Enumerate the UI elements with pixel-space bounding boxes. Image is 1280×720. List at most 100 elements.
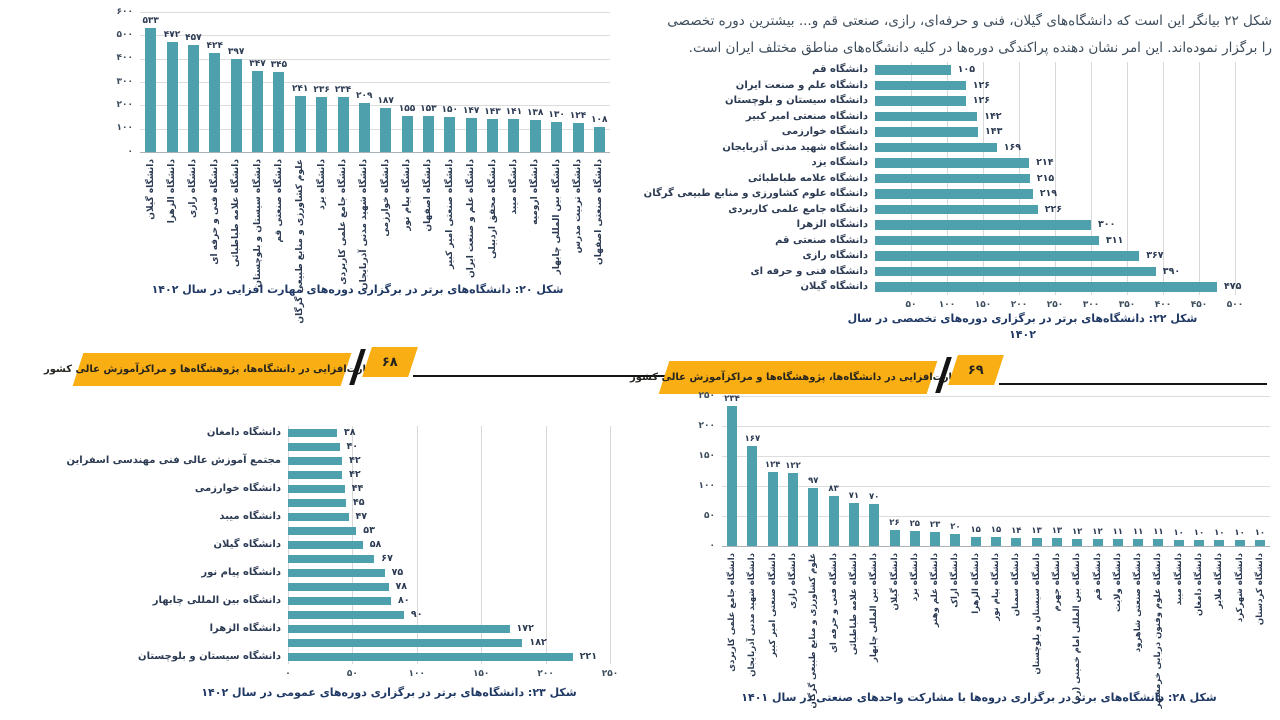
category-label: دانشگاه فنی و حرفه ای	[209, 159, 220, 265]
bar-value-label: ۲۳۴	[724, 393, 740, 404]
category-label: دانشگاه سیستان و بلوچستان	[1031, 553, 1042, 675]
bar	[1133, 539, 1144, 546]
grid-line	[722, 396, 1270, 397]
category-label: دانشگاه الزهرا	[796, 219, 868, 231]
bar	[848, 503, 859, 546]
category-label: دانشگاه شهید مدنی آذربایجان	[359, 159, 370, 291]
bar-value-label: ۱۴۳	[484, 106, 501, 117]
category-label: دانشگاه یزد	[316, 159, 327, 210]
category-label: دانشگاه الزهرا	[167, 159, 177, 224]
bar-value-label: ۹۰	[410, 609, 423, 620]
bar	[401, 115, 413, 152]
bar-value-label: ۲۳۶	[313, 84, 330, 95]
grid-line	[722, 516, 1270, 517]
category-label: دانشگاه جامع علمی کاربردی	[727, 553, 738, 672]
category-label: دانشگاه قم	[1092, 553, 1103, 601]
bar	[288, 625, 510, 633]
grid-line	[722, 456, 1270, 457]
bar-value-label: ۱۰	[1254, 528, 1266, 538]
category-label: دانشگاه قم	[812, 64, 868, 75]
bar-value-label: ۲۵	[909, 519, 920, 529]
bar	[889, 530, 900, 546]
bar	[875, 251, 1140, 261]
bar-value-label: ۱۱	[1153, 527, 1164, 538]
bar	[875, 80, 966, 90]
category-label: دانشگاه صنعتی اصفهان	[594, 159, 605, 265]
page-banner-right: مهارت‌افزایی در دانشگاه‌ها، پژوهشگاه‌ها …	[630, 352, 1278, 398]
bar	[875, 235, 1099, 246]
category-label: علوم کشاورزی و منابع طبیعی گرگان	[295, 159, 306, 324]
axis-tick-label: ۱۰۰	[698, 480, 715, 491]
bar	[930, 532, 941, 546]
bar-value-label: ۳۹۷	[227, 47, 245, 58]
bar-value-label: ۸۰	[398, 595, 410, 606]
axis-tick-label: ۵۰۰	[116, 29, 133, 40]
figure-caption-fig20: شکل ۲۰: دانشگاه‌های برتر در برگزاری دوره…	[151, 283, 564, 296]
axis-tick-label: ۱۰۰	[116, 123, 133, 134]
category-label: دانشگاه شهید مدنی آذربایجان	[747, 553, 758, 677]
category-label: دانشگاه صنعتی قم	[775, 234, 868, 246]
category-label: دانشگاه علامه طباطبائی	[748, 172, 868, 184]
category-label: علوم کشاورزی و منابع طبیعی گرگان	[808, 553, 819, 709]
banner-rule	[999, 383, 1267, 385]
bar-value-label: ۲۲۶	[1044, 203, 1063, 215]
category-label: دانشگاه خوارزمی	[781, 126, 868, 138]
bar-value-label: ۳۱۱	[1105, 234, 1124, 246]
category-label: دانشگاه جامع علمی کاربردی	[728, 203, 868, 215]
bar-value-label: ۳۰۰	[1098, 219, 1116, 231]
axis-tick-label: ۲۰۰	[537, 669, 554, 679]
bar-value-label: ۴۵	[353, 497, 365, 508]
category-label: دانشگاه بین المللی چابهار	[551, 159, 562, 275]
bar-value-label: ۱۴۲	[984, 110, 1002, 122]
bar	[747, 445, 758, 546]
bar-value-label: ۲۱۴	[1036, 157, 1054, 169]
bar	[166, 41, 178, 152]
bar-value-label: ۱۲۶	[972, 95, 991, 107]
bar	[508, 119, 520, 152]
bar-value-label: ۷۱	[848, 491, 860, 502]
chart-fig28: شکل ۲۸: دانشگاه‌های برتر در برگزاری دروه…	[688, 388, 1280, 718]
grid-line	[722, 426, 1270, 427]
category-label: دانشگاه خوارزمی	[194, 483, 281, 494]
category-label: دانشگاه دامغان	[1194, 553, 1204, 617]
axis-tick-label: ۲۰۰	[698, 420, 715, 431]
bar-value-label: ۵۳	[363, 525, 375, 536]
bar-value-label: ۱۷۲	[516, 623, 534, 634]
bar-value-label: ۹۷	[808, 475, 819, 486]
bar-value-label: ۳۸	[343, 427, 356, 438]
figure-caption-fig28: شکل ۲۸: دانشگاه‌های برتر در برگزاری دروه…	[741, 691, 1217, 704]
category-label: دانشگاه پیام نور	[402, 159, 412, 231]
bar-value-label: ۴۰	[346, 441, 359, 452]
figure-caption-fig22-line2: ۱۴۰۲	[1009, 328, 1036, 341]
bar-value-label: ۳۴۵	[270, 59, 288, 70]
category-label: دانشگاه بین المللی امام خمینی (ره)	[1072, 553, 1083, 705]
bar	[422, 116, 434, 152]
bar-value-label: ۱۵۳	[420, 104, 437, 115]
grid-line	[416, 426, 418, 664]
grid-line	[140, 35, 610, 37]
category-label: دانشگاه بین المللی چابهار	[152, 595, 281, 606]
bar	[337, 97, 349, 152]
bar	[288, 639, 523, 647]
bar	[380, 108, 392, 152]
category-label: دانشگاه ملایر	[1214, 553, 1225, 609]
category-label: دانشگاه علم وهنر	[930, 553, 941, 628]
axis-tick-label: ۱۵۰	[698, 450, 715, 461]
banner-title: مهارت‌افزایی در دانشگاه‌ها، پژوهشگاه‌ها …	[630, 372, 966, 383]
bar	[1031, 538, 1042, 546]
bar-value-label: ۱۰	[1173, 528, 1184, 538]
bar-value-label: ۱۶۷	[744, 433, 761, 444]
bar	[288, 611, 404, 619]
bar-value-label: ۴۲۴	[206, 41, 224, 52]
axis-tick-label: ۵۰	[346, 669, 358, 679]
bar-value-label: ۱۰۸	[591, 114, 608, 125]
category-label: دانشگاه علم و صنعت ایران	[735, 79, 868, 91]
bar	[1153, 539, 1164, 546]
axis-tick-label: ۳۰۰	[1082, 300, 1100, 310]
banner-title: مهارت‌افزایی در دانشگاه‌ها، پژوهشگاه‌ها …	[44, 364, 380, 375]
chart-fig20: شکل ۲۰: دانشگاه‌های برتر در برگزاری دوره…	[95, 2, 620, 342]
bar	[1092, 538, 1103, 546]
page-number: ۶۹	[968, 362, 984, 378]
category-label: دانشگاه رازی	[802, 250, 868, 262]
bar	[1112, 539, 1123, 546]
